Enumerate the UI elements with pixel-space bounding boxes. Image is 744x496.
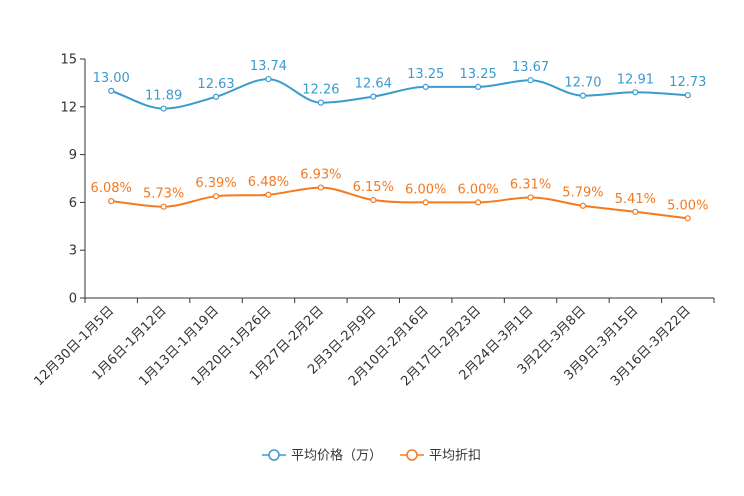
y-tick-label: 3 (69, 244, 77, 259)
legend-marker (406, 449, 418, 461)
data-point (108, 87, 115, 94)
data-label: 12.91 (617, 72, 654, 87)
data-label: 12.73 (669, 75, 706, 90)
data-point (527, 77, 534, 84)
series-line (111, 186, 688, 220)
data-label: 6.39% (195, 176, 236, 191)
data-label: 13.74 (250, 59, 287, 74)
data-label: 6.15% (353, 180, 394, 195)
legend-label: 平均折扣 (429, 449, 481, 464)
series-1: 13.00 11.89 12.63 13.74 12.26 12.64 13.25 13.25… (93, 59, 706, 112)
y-tick-label: 12 (60, 100, 77, 115)
data-label: 5.41% (615, 192, 656, 207)
y-tick-label: 0 (69, 292, 77, 307)
chart-series: 13.00 11.89 12.63 13.74 12.26 12.64 13.25 13.25… (91, 59, 708, 222)
data-label: 6.00% (457, 182, 498, 197)
data-label: 6.31% (510, 177, 551, 192)
data-label: 11.89 (145, 89, 182, 104)
data-label: 6.48% (248, 175, 289, 190)
data-label: 12.63 (197, 77, 234, 92)
data-point (108, 198, 115, 205)
series-2: 6.08% 5.73% 6.39% 6.48% 6.93% 6.15% 6.00% 6.00%… (91, 168, 708, 222)
legend-item-1[interactable]: 平均价格（万） (262, 448, 382, 464)
legend-item-2[interactable]: 平均折扣 (400, 449, 481, 464)
data-point (579, 202, 587, 209)
y-tick-label: 15 (60, 53, 77, 68)
chart-axes: 0369121512月30日-1月5日1月6日-1月12日1月13日-1月19日… (31, 53, 715, 389)
data-label: 12.64 (355, 77, 392, 92)
data-label: 13.25 (407, 67, 444, 82)
data-point (475, 199, 482, 206)
legend-marker (268, 449, 280, 461)
data-point (370, 93, 377, 100)
y-tick-label: 6 (69, 196, 77, 211)
data-label: 12.70 (564, 76, 601, 91)
data-point (684, 92, 691, 99)
data-label: 5.00% (667, 198, 708, 213)
data-label: 6.08% (91, 181, 132, 196)
data-label: 13.00 (93, 71, 130, 86)
data-point (317, 99, 324, 106)
data-point (212, 93, 220, 100)
data-point (317, 184, 324, 191)
data-point (160, 105, 167, 112)
y-tick-label: 9 (69, 148, 77, 163)
data-point (422, 199, 429, 206)
data-point (527, 194, 534, 201)
data-point (475, 83, 482, 90)
series-line (110, 78, 688, 110)
data-point (684, 215, 691, 222)
data-point (370, 196, 377, 204)
data-label: 13.25 (460, 67, 497, 82)
data-label: 5.79% (562, 186, 603, 201)
data-point (632, 208, 639, 215)
chart-legend[interactable]: 平均价格（万） 平均折扣 (262, 448, 481, 464)
data-label: 6.00% (405, 182, 446, 197)
data-point (422, 83, 429, 90)
legend-label: 平均价格（万） (291, 448, 382, 464)
data-label: 13.67 (512, 60, 549, 75)
data-point (579, 92, 587, 99)
data-point (160, 203, 167, 210)
data-point (632, 89, 639, 96)
data-point (212, 193, 220, 200)
data-label: 12.26 (302, 83, 339, 98)
data-point (265, 191, 272, 198)
data-label: 5.73% (143, 187, 184, 202)
data-point (265, 75, 272, 83)
data-label: 6.93% (300, 168, 341, 183)
